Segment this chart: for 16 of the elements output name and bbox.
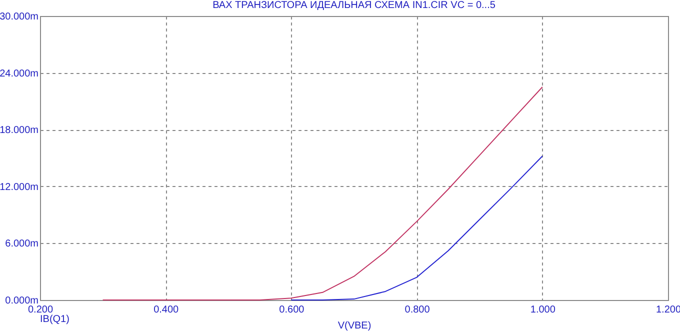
- x-tick-label: 0.800: [404, 304, 430, 316]
- x-tick-label: 1.000: [530, 304, 556, 316]
- x-axis-title: V(VBE): [338, 320, 372, 332]
- x-tick-label: 0.200: [28, 304, 54, 316]
- text: IB(Q1): [40, 314, 70, 325]
- y-tick-label: 18.000m: [0, 125, 38, 136]
- chart-title: ВАХ ТРАНЗИСТОРА ИДЕАЛЬНАЯ СХЕМА IN1.CIR VC = 0...5: [212, 0, 496, 11]
- y-tick-label: 6.000m: [5, 238, 38, 250]
- y-tick-label: 30.000m: [0, 12, 38, 22]
- x-tick-label: 0.400: [154, 304, 180, 316]
- y-tick-label: 12.000m: [0, 182, 38, 193]
- x-tick-label: 0.600: [279, 304, 305, 316]
- line-series: [290, 156, 543, 300]
- y-tick-label: 24.000m: [0, 68, 38, 80]
- y-tick-label: 0.000m: [5, 296, 38, 306]
- line-series: [102, 86, 543, 300]
